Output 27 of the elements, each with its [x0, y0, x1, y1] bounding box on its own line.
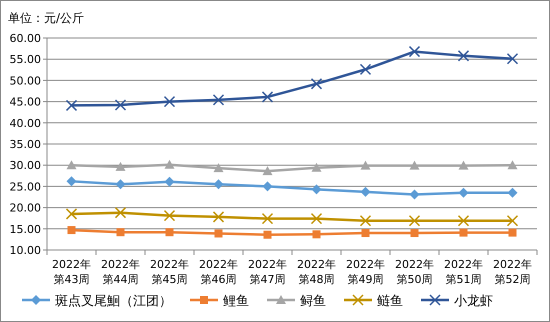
- y-tick-label: 20.00: [10, 202, 41, 215]
- x-tick-label: 2022年第44周: [101, 258, 140, 286]
- y-tick-label: 30.00: [10, 159, 41, 172]
- y-tick-label: 45.00: [10, 96, 41, 109]
- y-tick-label: 60.00: [10, 32, 41, 45]
- legend-label: 鲤鱼: [223, 294, 249, 309]
- x-tick-label: 2022年第52周: [493, 258, 532, 286]
- x-tick-label: 2022年第45周: [150, 258, 189, 286]
- y-tick-label: 15.00: [10, 222, 41, 236]
- y-tick-label: 50.00: [10, 74, 41, 88]
- y-tick-label: 25.00: [10, 180, 41, 194]
- legend-label: 鲢鱼: [377, 294, 403, 309]
- y-tick-label: 35.00: [10, 138, 41, 151]
- legend-label: 小龙虾: [454, 294, 493, 309]
- x-tick-label: 2022年第50周: [395, 258, 434, 286]
- x-tick-label: 2022年第47周: [248, 258, 287, 286]
- x-tick-label: 2022年第51周: [444, 258, 483, 286]
- x-tick-label: 2022年第43周: [52, 258, 91, 286]
- y-tick-label: 40.00: [10, 116, 41, 130]
- y-tick-label: 10.00: [10, 244, 41, 257]
- x-tick-label: 2022年第48周: [297, 258, 336, 286]
- y-tick-label: 55.00: [10, 53, 41, 66]
- y-axis-title: 单位：元/公斤: [8, 11, 84, 25]
- legend-label: 斑点叉尾鮰（江团）: [55, 294, 172, 309]
- legend-label: 鲟鱼: [300, 294, 326, 309]
- x-tick-label: 2022年第46周: [199, 258, 238, 286]
- x-tick-label: 2022年第49周: [346, 258, 385, 286]
